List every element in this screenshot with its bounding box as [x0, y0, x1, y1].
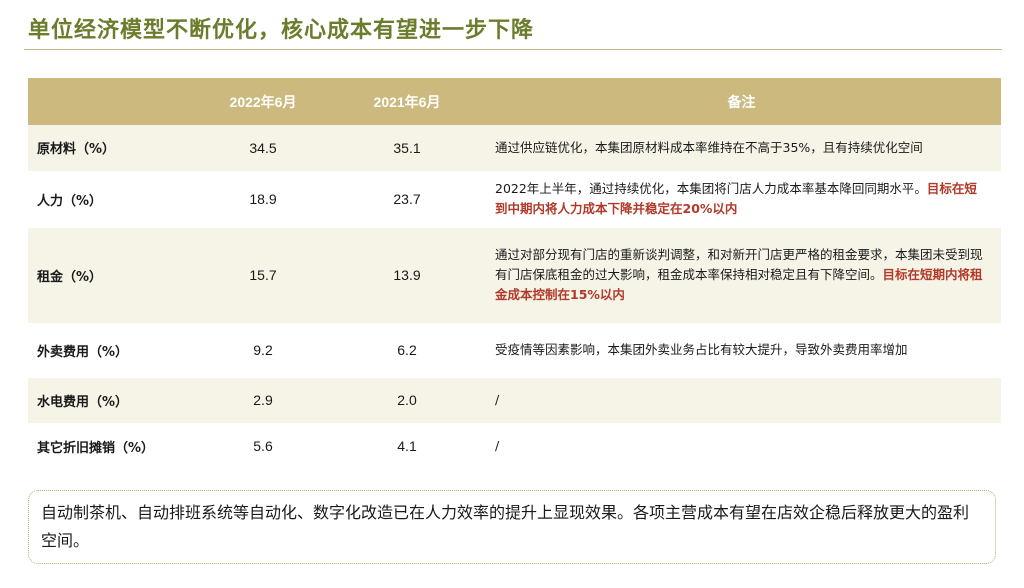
table-row: 其它折旧摊销（%） 5.6 4.1 / — [28, 423, 1001, 470]
value-2022: 18.9 — [194, 171, 332, 228]
value-2022: 9.2 — [194, 323, 332, 378]
row-note: 2022年上半年，通过持续优化，本集团将门店人力成本率基本降回同期水平。目标在短… — [482, 171, 1001, 228]
note-text: 通过供应链优化，本集团原材料成本率维持在不高于35%，且有持续优化空间 — [495, 139, 923, 155]
note-text: 2022年上半年，通过持续优化，本集团将门店人力成本率基本降回同期水平。 — [495, 181, 927, 196]
cost-table-container: 2022年6月 2021年6月 备注 原材料（%） 34.5 35.1 通过供应… — [28, 78, 1001, 470]
cost-table: 2022年6月 2021年6月 备注 原材料（%） 34.5 35.1 通过供应… — [28, 78, 1001, 470]
value-2021: 4.1 — [332, 423, 482, 470]
row-note: / — [482, 377, 1001, 424]
value-2021: 6.2 — [332, 323, 482, 378]
row-label: 外卖费用（%） — [28, 323, 194, 378]
value-2022: 34.5 — [194, 125, 332, 172]
row-label: 水电费用（%） — [28, 377, 194, 424]
note-text: 通过对部分现有门店的重新谈判调整，和对新开门店更严格的租金要求，本集团未受到现有… — [495, 247, 983, 282]
title-divider — [24, 49, 1002, 50]
header-remarks: 备注 — [482, 78, 1001, 125]
table-header-row: 2022年6月 2021年6月 备注 — [28, 78, 1001, 125]
header-2021: 2021年6月 — [332, 78, 482, 125]
table-row: 原材料（%） 34.5 35.1 通过供应链优化，本集团原材料成本率维持在不高于… — [28, 125, 1001, 172]
row-label: 人力（%） — [28, 171, 194, 228]
value-2022: 15.7 — [194, 227, 332, 324]
summary-text: 自动制茶机、自动排班系统等自动化、数字化改造已在人力效率的提升上显现效果。各项主… — [41, 503, 970, 550]
value-2021: 13.9 — [332, 227, 482, 324]
table-row: 外卖费用（%） 9.2 6.2 受疫情等因素影响，本集团外卖业务占比有较大提升，… — [28, 323, 1001, 378]
value-2021: 2.0 — [332, 377, 482, 424]
summary-box: 自动制茶机、自动排班系统等自动化、数字化改造已在人力效率的提升上显现效果。各项主… — [28, 490, 996, 564]
page-title: 单位经济模型不断优化，核心成本有望进一步下降 — [28, 18, 535, 43]
row-label: 租金（%） — [28, 227, 194, 324]
value-2021: 35.1 — [332, 125, 482, 172]
note-text: / — [495, 392, 500, 407]
table-row: 租金（%） 15.7 13.9 通过对部分现有门店的重新谈判调整，和对新开门店更… — [28, 227, 1001, 324]
value-2022: 2.9 — [194, 377, 332, 424]
row-note: 通过对部分现有门店的重新谈判调整，和对新开门店更严格的租金要求，本集团未受到现有… — [482, 227, 1001, 324]
header-2022: 2022年6月 — [194, 78, 332, 125]
value-2022: 5.6 — [194, 423, 332, 470]
table-row: 水电费用（%） 2.9 2.0 / — [28, 377, 1001, 424]
note-text: / — [495, 438, 500, 453]
value-2021: 23.7 — [332, 171, 482, 228]
row-label: 原材料（%） — [28, 125, 194, 172]
row-note: 受疫情等因素影响，本集团外卖业务占比有较大提升，导致外卖费用率增加 — [482, 323, 1001, 378]
row-label: 其它折旧摊销（%） — [28, 423, 194, 470]
row-note: / — [482, 423, 1001, 470]
table-row: 人力（%） 18.9 23.7 2022年上半年，通过持续优化，本集团将门店人力… — [28, 171, 1001, 228]
note-text: 受疫情等因素影响，本集团外卖业务占比有较大提升，导致外卖费用率增加 — [495, 342, 908, 357]
row-note: 通过供应链优化，本集团原材料成本率维持在不高于35%，且有持续优化空间 — [482, 125, 1001, 172]
header-item — [28, 78, 194, 125]
note-highlight: 目标在短期内将租金成本控制在15%以内 — [495, 267, 983, 302]
note-highlight: 目标在短到中期内将人力成本下降并稳定在20%以内 — [495, 181, 977, 216]
